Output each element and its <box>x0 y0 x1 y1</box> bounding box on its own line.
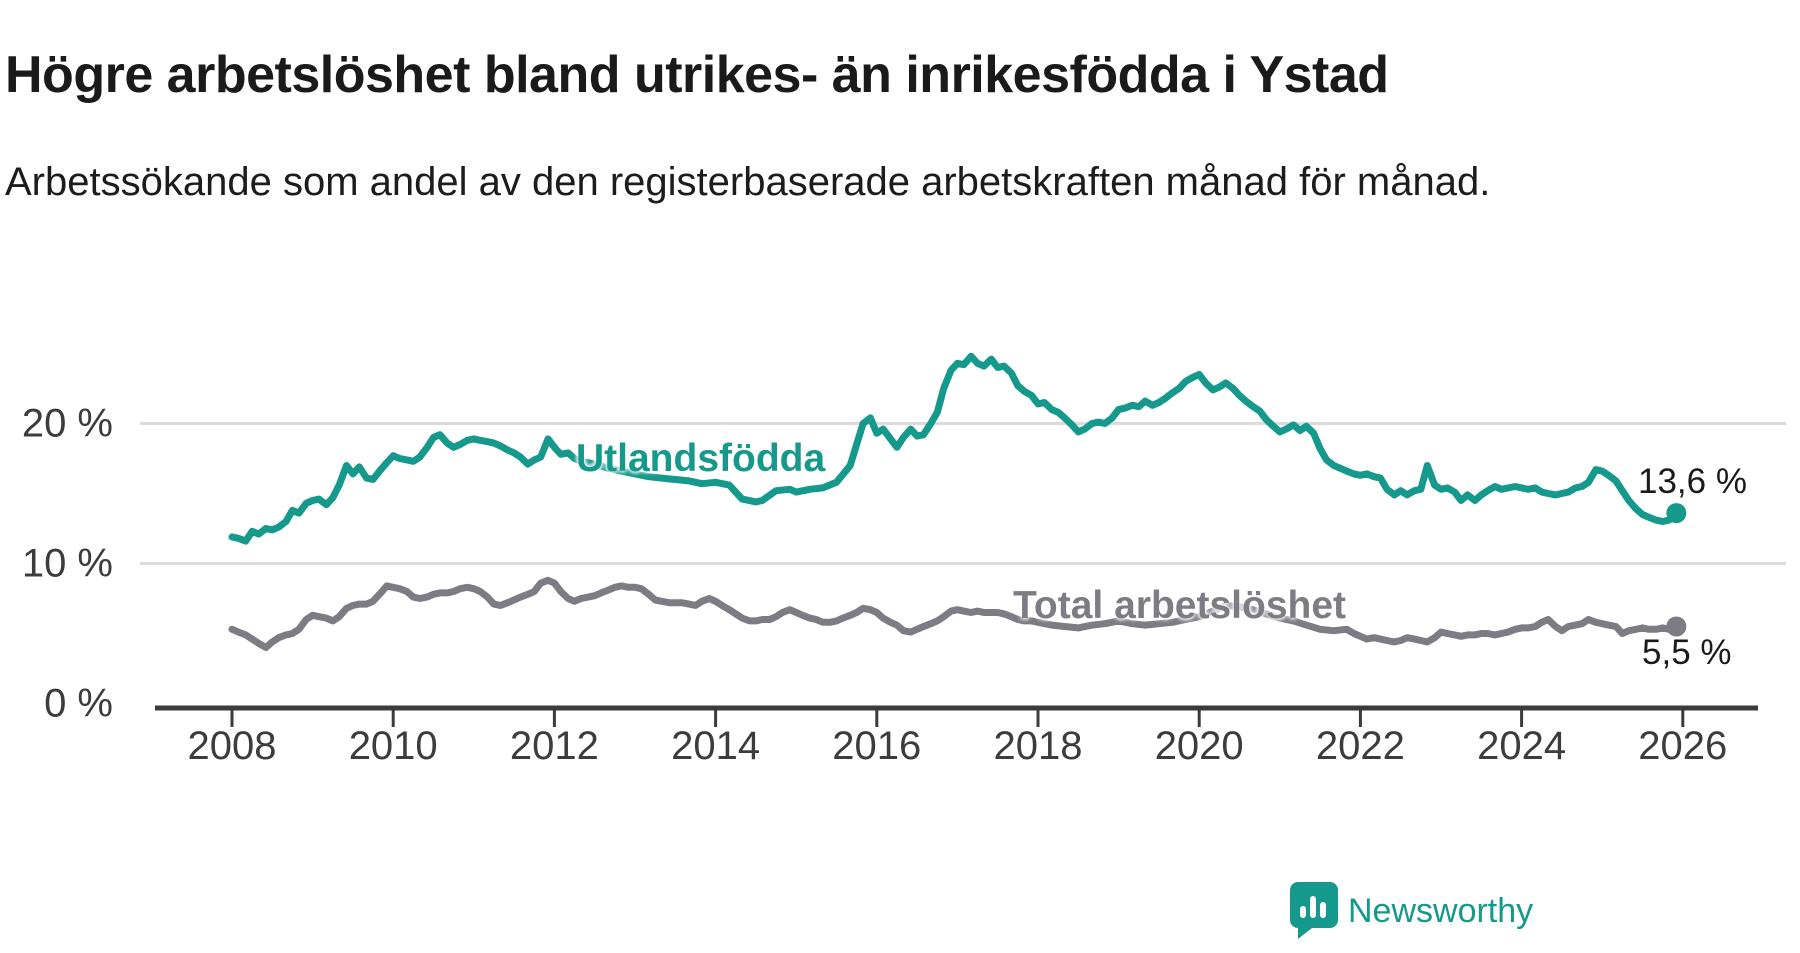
series-end-dot <box>1666 616 1687 637</box>
series-line-total-arbetsl-shet <box>228 576 1680 651</box>
x-tick-label: 2020 <box>1154 724 1244 768</box>
y-tick-label: 10 % <box>21 541 113 585</box>
value-label-total-arbetsloshet: 5,5 % <box>1642 633 1732 672</box>
y-tick-label: 0 % <box>44 681 113 725</box>
series-label-utlandsfodda: Utlandsfödda <box>576 437 826 480</box>
x-tick-label: 2010 <box>348 724 438 768</box>
x-tick-label: 2012 <box>509 724 599 768</box>
series-end-dot <box>1666 503 1687 524</box>
x-tick-label: 2014 <box>671 724 761 768</box>
series-label-total-arbetsloshet: Total arbetslöshet <box>1013 584 1347 627</box>
x-tick-label: 2022 <box>1315 724 1405 768</box>
newsworthy-logo: Newsworthy <box>1290 882 1533 940</box>
x-tick-label: 2026 <box>1638 724 1728 768</box>
newsworthy-logo-text: Newsworthy <box>1348 891 1534 930</box>
newsworthy-bar-chart-icon <box>1290 882 1338 939</box>
chart-subtitle: Arbetssökande som andel av den registerb… <box>5 160 1491 204</box>
x-tick-label: 2024 <box>1477 724 1567 768</box>
x-tick-label: 2008 <box>187 724 277 768</box>
series-line-utlandsf-dda <box>228 352 1680 545</box>
chart-title: Högre arbetslöshet bland utrikes- än inr… <box>5 45 1389 104</box>
x-tick-label: 2016 <box>832 724 922 768</box>
value-label-utlandsfodda: 13,6 % <box>1638 462 1747 501</box>
x-tick-label: 2018 <box>993 724 1083 768</box>
y-tick-label: 20 % <box>21 401 113 445</box>
